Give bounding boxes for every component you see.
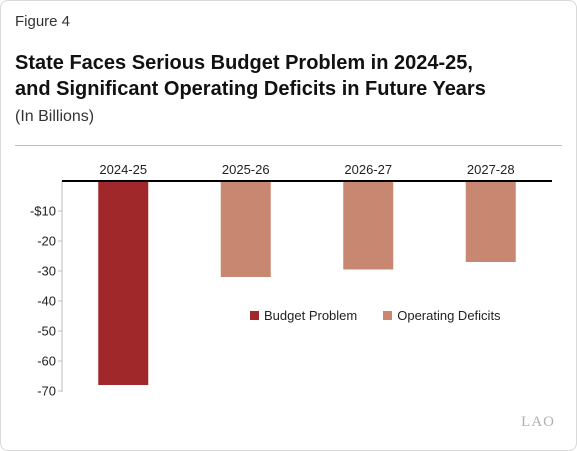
bar-2025-26 [220, 181, 271, 277]
legend-swatch-budget-problem [250, 311, 259, 320]
chart-title-line-1: State Faces Serious Budget Problem in 20… [15, 52, 473, 74]
lao-logo: LAO [521, 414, 555, 430]
y-tick-label: -40 [37, 294, 56, 309]
x-tick-label: 2025-26 [222, 162, 270, 177]
bar-2024-25 [98, 181, 149, 385]
legend-label-operating-deficits: Operating Deficits [397, 308, 501, 323]
y-tick-label: -20 [37, 234, 56, 249]
y-tick-label: -50 [37, 324, 56, 339]
x-tick-label: 2026-27 [344, 162, 392, 177]
legend-item-budget-problem: Budget Problem [250, 308, 357, 323]
x-tick-label: 2024-25 [99, 162, 147, 177]
legend-swatch-operating-deficits [383, 311, 393, 320]
x-tick-label: 2027-28 [467, 162, 515, 177]
bar-2027-28 [465, 181, 516, 262]
y-tick-label: -30 [37, 264, 56, 279]
legend-label-budget-problem: Budget Problem [264, 308, 358, 323]
bar-2026-27 [343, 181, 394, 270]
title-divider [15, 145, 562, 146]
figure-label: Figure 4 [15, 13, 71, 30]
legend-item-operating-deficits: Operating Deficits [383, 308, 501, 323]
chart-title: State Faces Serious Budget Problem in 20… [15, 50, 565, 102]
chart-title-line-2: and Significant Operating Deficits in Fu… [15, 78, 486, 100]
y-tick-label: -60 [37, 354, 56, 369]
y-tick-label: -$10 [30, 204, 56, 219]
chart-subtitle: (In Billions) [15, 108, 95, 125]
chart-legend: Budget Problem Operating Deficits [250, 308, 527, 323]
y-tick-label: -70 [37, 384, 56, 399]
